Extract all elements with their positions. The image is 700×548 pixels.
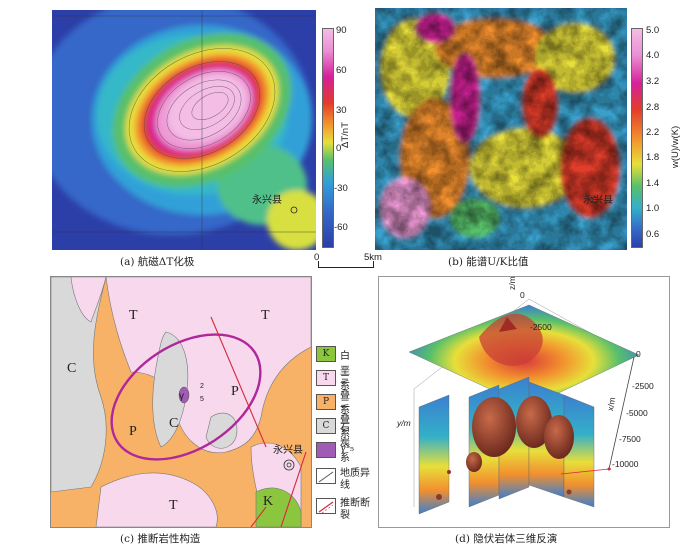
- label-T: T: [169, 498, 178, 513]
- z-axis-tick: 0: [520, 290, 525, 300]
- fault-icon: [318, 501, 334, 514]
- scale-bar-end: 5km: [364, 252, 382, 263]
- colorbar-tick: 30: [336, 105, 347, 116]
- panel-b-place: 永兴县: [583, 193, 613, 206]
- scale-bar: [318, 261, 374, 268]
- panel-d-caption: (d) 隐伏岩体三维反演: [455, 533, 558, 545]
- legend-symbol: T: [322, 373, 329, 383]
- label-gamma: γ: [179, 391, 184, 402]
- legend-swatch: [316, 468, 336, 484]
- geologic-line-icon: [318, 471, 334, 483]
- legend-label: γ²₅: [340, 443, 354, 454]
- label-T: T: [129, 308, 138, 323]
- label-gamma-sup: 2: [200, 383, 204, 390]
- scale-bar-start: 0: [314, 252, 320, 263]
- legend-swatch: [316, 498, 336, 514]
- x-axis-tick: -5000: [626, 408, 648, 418]
- x-axis-tick: -10000: [612, 459, 639, 469]
- colorbar-tick: -60: [334, 222, 348, 233]
- legend-label: 白垩系: [340, 351, 350, 392]
- colorbar-tick: 5.0: [646, 25, 660, 36]
- legend-swatch: P: [316, 394, 336, 410]
- panel-a-place: 永兴县: [252, 193, 282, 206]
- label-P: P: [129, 424, 137, 439]
- legend-swatch: K: [316, 346, 336, 362]
- colorbar-tick: 2.2: [646, 127, 660, 138]
- legend-label: 推断断裂: [340, 498, 370, 521]
- panel-b-svg: 永兴县: [375, 8, 627, 250]
- label-T: T: [261, 308, 270, 323]
- panel-c-caption: (c) 推断岩性构造: [120, 533, 201, 545]
- panel-a-map: 永兴县: [32, 0, 327, 250]
- label-C: C: [67, 361, 76, 376]
- label-K: K: [263, 494, 273, 509]
- y-axis-label: y/m: [397, 418, 411, 428]
- legend-label: 地质异线: [340, 468, 370, 491]
- label-C: C: [169, 416, 178, 431]
- panel-c-svg: T T C C P P T K γ 2 5 永兴县: [50, 276, 312, 528]
- legend: K 白垩系 T 三叠系 P 二叠系 C 石炭系 γ γ²₅ 地质异线 推断断裂: [316, 346, 386, 531]
- panel-a-colorbar: [322, 28, 334, 248]
- colorbar-tick: 2.8: [646, 102, 660, 113]
- legend-label: 石炭系: [340, 423, 350, 464]
- panel-b-caption: (b) 能谱U/K比值: [448, 256, 529, 268]
- panel-c-place: 永兴县: [273, 443, 303, 456]
- colorbar-unit: w(U)/w(K): [670, 125, 681, 168]
- x-axis-tick: 0: [636, 349, 641, 359]
- legend-symbol: P: [322, 397, 330, 407]
- label-P: P: [231, 384, 239, 399]
- legend-label: 二叠系: [340, 399, 350, 440]
- panel-d-svg: [408, 298, 640, 515]
- x-axis-tick: -2500: [632, 381, 654, 391]
- panel-c-map: T T C C P P T K γ 2 5 永兴县: [50, 276, 312, 528]
- panel-a-caption: (a) 航磁ΔT化极: [120, 256, 195, 268]
- colorbar-unit: ΔT/nT: [340, 122, 351, 148]
- legend-symbol: C: [322, 421, 330, 431]
- label-gamma-sub: 5: [200, 396, 204, 403]
- colorbar-tick: 1.8: [646, 152, 660, 163]
- colorbar-tick: 60: [336, 65, 347, 76]
- x-axis-tick: -7500: [619, 434, 641, 444]
- panel-a-svg: 永兴县: [32, 0, 327, 250]
- colorbar-tick: 1.4: [646, 178, 660, 189]
- colorbar-tick: 0: [336, 143, 342, 154]
- legend-swatch: γ: [316, 442, 336, 458]
- colorbar-tick: 4.0: [646, 50, 660, 61]
- colorbar-tick: -30: [334, 183, 348, 194]
- panel-d-3d-view: [378, 276, 670, 528]
- colorbar-tick: 90: [336, 25, 347, 36]
- panel-b-colorbar: [631, 28, 643, 248]
- colorbar-tick: 1.0: [646, 203, 660, 214]
- colorbar-tick: 0.6: [646, 229, 660, 240]
- panel-b-map: 永兴县: [375, 8, 627, 250]
- colorbar-tick: 3.2: [646, 76, 660, 87]
- legend-symbol: K: [322, 349, 330, 359]
- z-axis-label: z/m: [507, 276, 517, 290]
- legend-label: 三叠系: [340, 375, 350, 416]
- legend-swatch: C: [316, 418, 336, 434]
- z-axis-tick: -2500: [530, 322, 552, 332]
- legend-swatch: T: [316, 370, 336, 386]
